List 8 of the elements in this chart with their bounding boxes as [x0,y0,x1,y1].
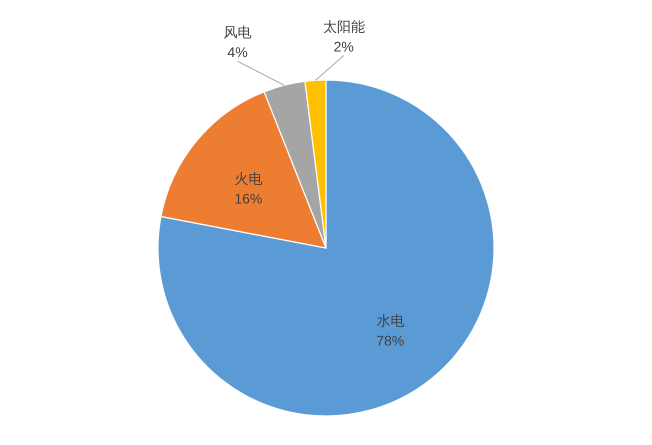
slice-label: 风电 [224,24,252,40]
data-label: 4% [227,44,248,60]
data-label: 16% [234,190,262,207]
slice-label: 火电 [234,170,262,187]
slice-label: 太阳能 [322,18,365,35]
data-label: 78% [376,332,404,349]
slice-label: 水电 [376,312,404,329]
data-label: 2% [334,38,354,55]
